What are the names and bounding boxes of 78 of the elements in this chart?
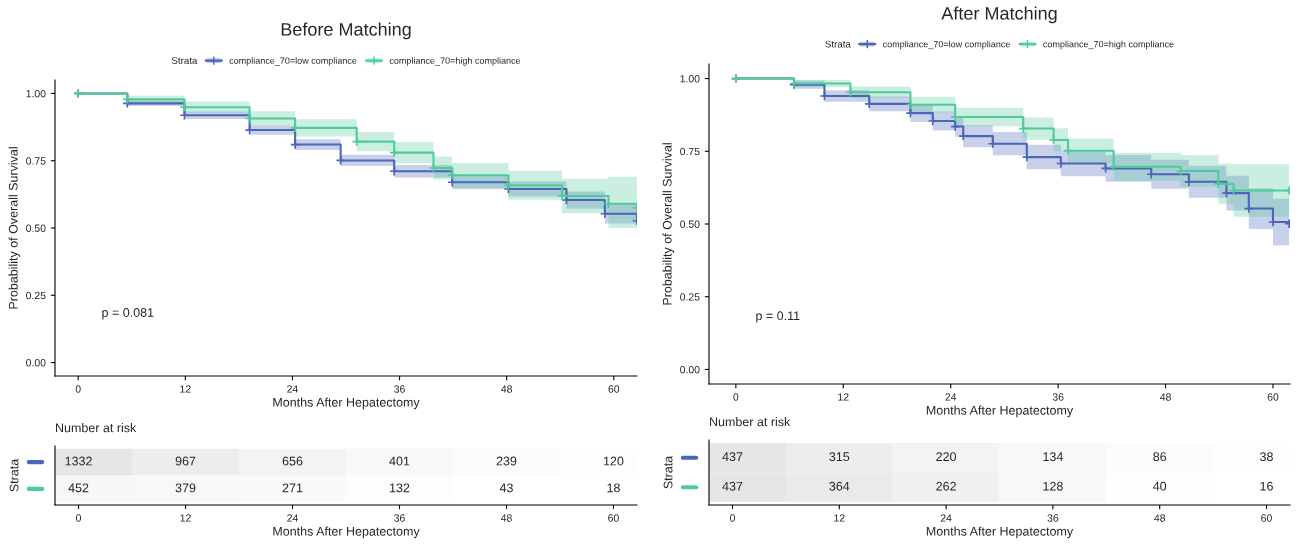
chart-title: Number at risk [56,423,137,433]
x-tick-label: 60 [608,514,619,522]
x-tick-label: 0 [733,393,739,401]
data-label: 315 [829,452,850,462]
y-tick-label: 0.50 [26,224,46,232]
x-tick-label: 12 [834,514,845,522]
x-tick-label: 36 [394,514,405,522]
x-tick-label: 12 [180,385,191,393]
data-label: 452 [68,483,89,493]
data-label: 239 [496,456,517,466]
x-axis-title: Months After Hepatectomy [926,526,1074,539]
legend-label: compliance_70=high compliance [389,57,521,66]
x-tick-label: 0 [730,514,735,522]
data-label: 437 [722,481,743,491]
data-label: 132 [390,483,410,493]
y-tick-label: 1.00 [680,75,700,83]
data-label: 967 [175,456,196,466]
data-label: 128 [1043,481,1063,491]
chart-title: Before Matching [281,22,411,40]
y-axis-title: Probability of Overall Survival [8,147,21,309]
x-axis-title: Months After Hepatectomy [273,397,420,410]
annotation: p = 0.081 [102,308,154,320]
x-tick-label: 60 [1267,393,1279,401]
data-label: 86 [1153,452,1167,462]
legend-label: compliance_70=low compliance [229,57,357,66]
data-label: 120 [603,456,624,466]
data-label: 16 [1260,481,1273,491]
x-tick-label: 24 [940,514,952,522]
y-axis-title: Strata [663,455,673,489]
x-tick-label: 48 [501,385,513,393]
x-tick-label: 24 [287,385,298,393]
x-tick-label: 24 [945,393,957,401]
x-axis-title: Months After Hepatectomy [273,526,420,539]
annotation: p = 0.11 [756,311,800,323]
data-label: 43 [499,483,513,493]
data-label: 262 [936,481,956,491]
chart-title: Number at risk [710,417,791,427]
y-tick-label: 0.75 [680,147,700,156]
x-tick-label: 60 [1261,514,1272,522]
y-tick-label: 0.75 [26,157,46,165]
legend-title: Strata [171,57,198,65]
x-tick-label: 36 [1047,514,1059,522]
data-label: 18 [607,483,620,493]
y-axis-title: Probability of Overall Survival [662,143,675,305]
data-label: 38 [1260,452,1273,462]
data-label: 437 [722,452,743,462]
chart-title: After Matching [941,6,1057,24]
x-tick-label: 36 [394,385,405,393]
data-label: 1332 [65,456,92,466]
x-tick-label: 24 [287,514,298,522]
x-tick-label: 12 [838,393,849,401]
x-tick-label: 36 [1052,393,1064,401]
y-tick-label: 0.25 [26,291,46,300]
x-axis-title: Months After Hepatectomy [926,405,1074,418]
legend-label: compliance_70=low compliance [883,40,1010,50]
x-tick-label: 48 [1160,393,1171,401]
data-label: 364 [829,481,850,491]
data-label: 379 [175,483,196,493]
y-tick-label: 0.00 [680,365,700,374]
x-tick-label: 0 [75,385,81,393]
x-tick-label: 60 [608,385,620,393]
legend-label: compliance_70=high compliance [1043,40,1174,50]
y-tick-label: 0.50 [680,220,700,228]
data-label: 40 [1153,481,1167,491]
y-tick-label: 0.25 [680,293,700,301]
y-axis-title: Strata [9,458,19,492]
x-tick-label: 48 [500,514,512,522]
data-label: 656 [282,456,303,466]
legend-title: Strata [825,40,851,48]
x-tick-label: 12 [180,514,191,522]
y-tick-label: 1.00 [26,89,46,98]
x-tick-label: 48 [1154,514,1166,522]
data-label: 134 [1043,452,1063,462]
x-tick-label: 0 [76,514,82,522]
y-tick-label: 0.00 [26,359,46,367]
data-label: 401 [389,456,410,466]
data-label: 271 [282,483,303,493]
data-label: 220 [936,452,957,462]
